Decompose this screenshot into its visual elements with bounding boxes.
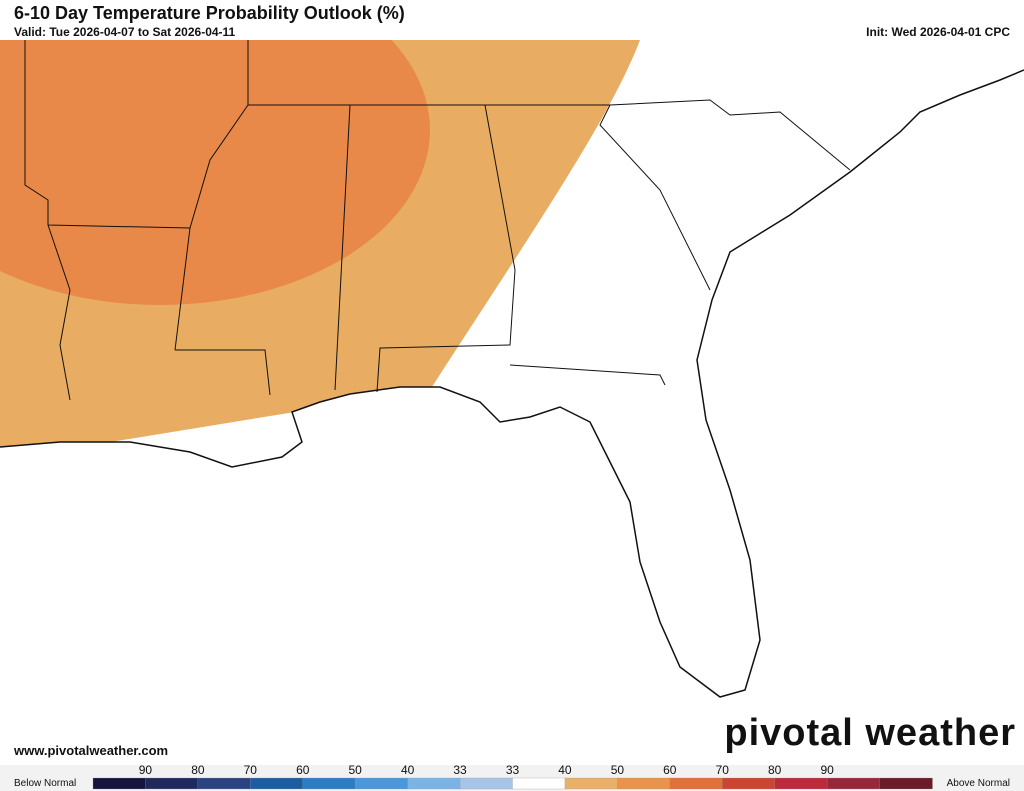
colorbar-swatch xyxy=(669,777,723,790)
website: www.pivotalweather.com xyxy=(14,743,169,758)
colorbar-swatch xyxy=(145,777,199,790)
colorbar-label: 50 xyxy=(349,763,363,777)
colorbar-label: 40 xyxy=(558,763,572,777)
colorbar-label: 90 xyxy=(139,763,153,777)
colorbar-swatch xyxy=(722,777,776,790)
colorbar-label: 60 xyxy=(296,763,310,777)
title: 6-10 Day Temperature Probability Outlook… xyxy=(14,3,405,23)
colorbar-label: 70 xyxy=(716,763,730,777)
colorbar-label: 70 xyxy=(244,763,258,777)
colorbar-swatch xyxy=(879,777,933,790)
above-normal-label: Above Normal xyxy=(947,778,1010,789)
colorbar-swatch xyxy=(92,777,147,790)
colorbar-swatch xyxy=(459,777,514,790)
valid-time: Valid: Tue 2026-04-07 to Sat 2026-04-11 xyxy=(14,25,236,39)
colorbar-label: 60 xyxy=(663,763,677,777)
state-borders xyxy=(24,40,851,401)
colorbar-label: 50 xyxy=(611,763,625,777)
colorbar-swatch xyxy=(826,777,881,790)
colorbar: 90 80 70 60 50 40 33 33 40 50 60 70 80 90 Below Normal… xyxy=(0,763,1024,791)
colorbar-swatch xyxy=(512,777,566,790)
below-normal-label: Below Normal xyxy=(14,778,76,789)
colorbar-label: 33 xyxy=(506,763,520,777)
colorbar-swatch xyxy=(302,777,356,790)
colorbar-swatch xyxy=(407,777,461,790)
colorbar-swatch xyxy=(774,777,828,790)
coastline xyxy=(0,69,1024,698)
colorbar-swatch xyxy=(197,777,251,790)
colorbar-swatch xyxy=(250,777,304,790)
colorbar-label: 80 xyxy=(191,763,205,777)
colorbar-label: 33 xyxy=(453,763,467,777)
colorbar-swatch xyxy=(355,777,409,790)
colorbar-swatch xyxy=(564,777,619,790)
colorbar-label: 40 xyxy=(401,763,415,777)
colorbar-label: 90 xyxy=(820,763,834,777)
logo: pivotal weather xyxy=(724,712,1016,754)
init-time: Init: Wed 2026-04-01 CPC xyxy=(866,25,1010,39)
colorbar-label: 80 xyxy=(768,763,782,777)
colorbar-swatch xyxy=(617,777,671,790)
